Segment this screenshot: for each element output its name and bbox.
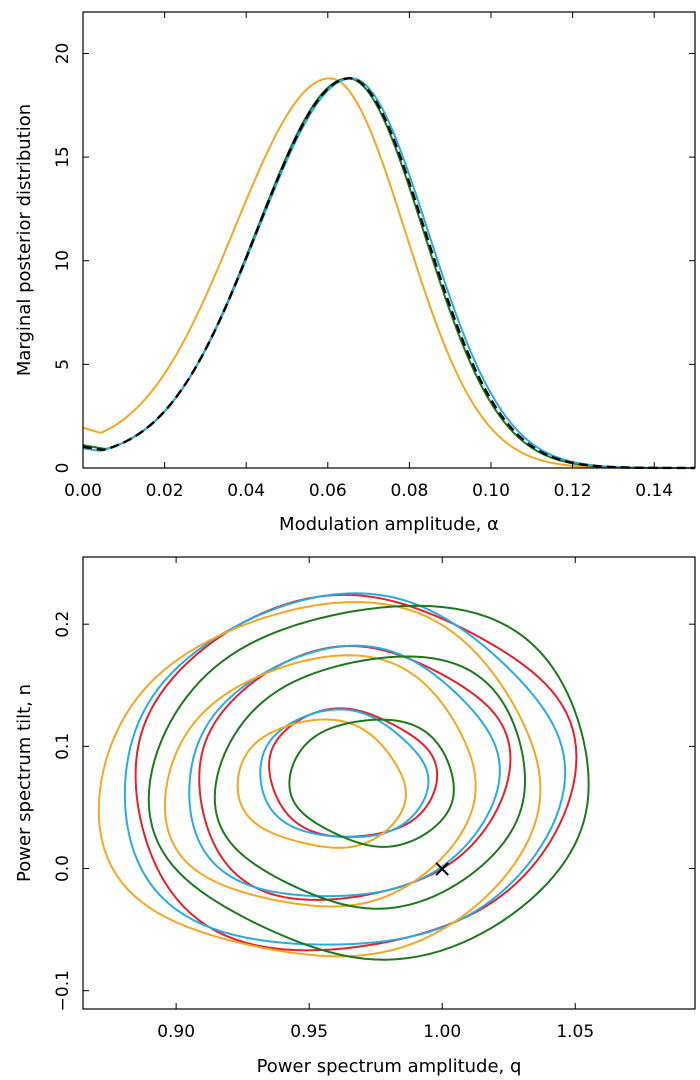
truth-marker: × xyxy=(432,855,452,883)
top-xtick-label: 0.02 xyxy=(146,481,184,501)
top-ytick-label: 5 xyxy=(53,359,73,370)
bottom-xtick-label: 1.00 xyxy=(423,1022,461,1042)
bottom-xtick-label: 0.90 xyxy=(157,1022,195,1042)
top-xticks: 0.00 0.02 0.04 0.06 0.08 0.10 0.12 0.14 xyxy=(64,12,673,501)
top-series-0-line xyxy=(82,77,695,469)
top-xtick-label: 0.14 xyxy=(635,481,673,501)
bottom-y-axis-label: Power spectrum tilt, n xyxy=(14,684,35,882)
bottom-xtick-label: 1.05 xyxy=(556,1022,594,1042)
top-series-2-line xyxy=(82,77,695,469)
bottom-series-1-contour-1 xyxy=(188,644,501,898)
bottom-series-3-contour-1 xyxy=(213,655,526,910)
bottom-ytick-label: −0.1 xyxy=(53,970,73,1011)
top-ytick-label: 10 xyxy=(53,250,73,272)
top-plot-frame xyxy=(82,11,696,469)
bottom-plot-frame xyxy=(82,556,696,1010)
top-curves xyxy=(82,77,695,470)
bottom-yticks: 0.0 0.1 0.2 −0.1 xyxy=(53,611,695,1011)
top-series-3-line xyxy=(82,77,695,470)
top-xtick-label: 0.00 xyxy=(64,481,102,501)
bottom-series-3-contour-0 xyxy=(288,718,455,848)
top-ytick-label: 0 xyxy=(53,463,73,474)
bottom-ytick-label: 0.2 xyxy=(53,611,73,638)
top-ytick-label: 15 xyxy=(53,146,73,168)
top-panel: 0.00 0.02 0.04 0.06 0.08 0.10 0.12 0.14 0 5 10 15 2… xyxy=(14,11,696,535)
top-xtick-label: 0.08 xyxy=(390,481,428,501)
top-yticks: 0 5 10 15 20 xyxy=(53,43,695,474)
bottom-ytick-label: 0.1 xyxy=(53,733,73,760)
top-x-axis-label: Modulation amplitude, α xyxy=(279,514,499,535)
top-y-axis-label: Marginal posterior distribution xyxy=(14,104,35,376)
top-xtick-label: 0.10 xyxy=(472,481,510,501)
bottom-panel: × 0.90 0.95 1.00 1.05 0.0 0.1 0.2 −0.1 Power s… xyxy=(14,556,696,1077)
bottom-series-1-contour-2 xyxy=(123,592,567,946)
bottom-series-0-contour-2 xyxy=(134,593,578,952)
bottom-xticks: 0.90 0.95 1.00 1.05 xyxy=(157,557,594,1042)
top-xtick-label: 0.12 xyxy=(554,481,592,501)
bottom-series-2-contour-2 xyxy=(97,601,542,958)
bottom-series-3-contour-2 xyxy=(147,604,590,961)
bottom-series-2-contour-0 xyxy=(236,718,407,849)
top-xtick-label: 0.04 xyxy=(227,481,265,501)
bottom-x-axis-label: Power spectrum amplitude, q xyxy=(257,1056,522,1077)
bottom-series-2-contour-1 xyxy=(163,654,477,908)
top-xtick-label: 0.06 xyxy=(309,481,347,501)
top-ytick-label: 20 xyxy=(53,43,73,65)
bottom-xtick-label: 0.95 xyxy=(290,1022,328,1042)
bottom-series-1-contour-0 xyxy=(259,708,430,839)
top-series-1-line xyxy=(82,77,695,469)
bottom-contours xyxy=(97,592,590,961)
bottom-ytick-label: 0.0 xyxy=(53,855,73,882)
bottom-series-0-contour-1 xyxy=(198,645,512,901)
